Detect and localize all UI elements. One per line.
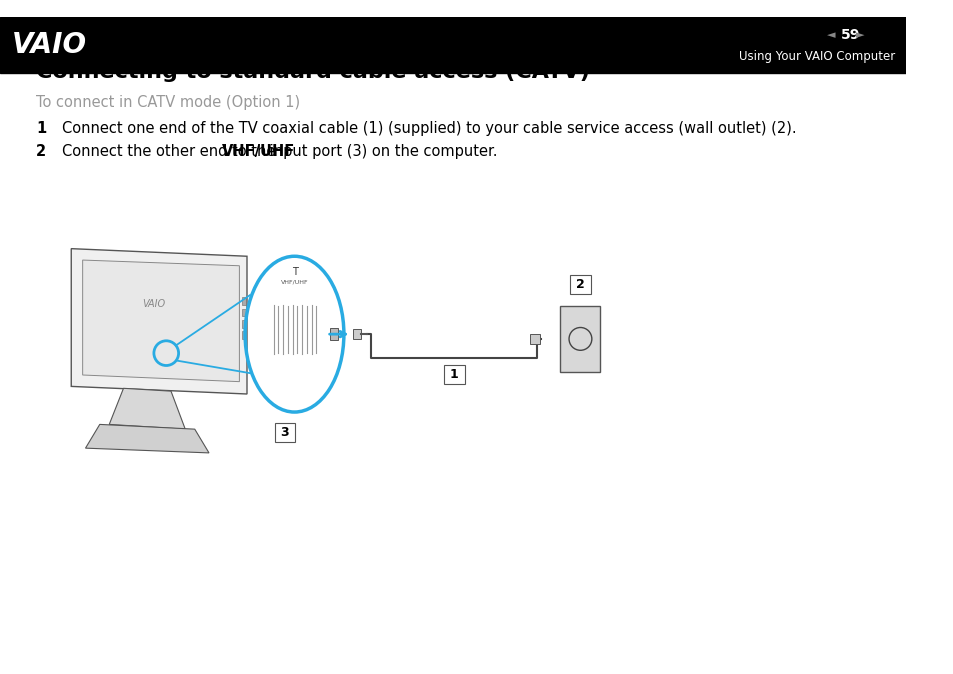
Polygon shape [83, 260, 239, 381]
Polygon shape [86, 425, 209, 453]
Bar [569, 275, 590, 295]
Bar [530, 334, 539, 344]
Text: ►: ► [855, 30, 863, 40]
Bar [242, 297, 246, 305]
Text: Using Your VAIO Computer: Using Your VAIO Computer [738, 50, 894, 63]
Text: VHF/UHF: VHF/UHF [221, 144, 294, 159]
Text: 1: 1 [36, 121, 47, 135]
Polygon shape [110, 388, 185, 429]
Text: input port (3) on the computer.: input port (3) on the computer. [265, 144, 497, 159]
Text: Connecting to standard cable access (CATV): Connecting to standard cable access (CAT… [36, 63, 589, 82]
Text: 1: 1 [449, 367, 458, 381]
Bar [443, 365, 464, 384]
Text: 59: 59 [840, 28, 860, 42]
Text: VAIO: VAIO [142, 299, 165, 309]
Text: ◄: ◄ [825, 30, 834, 40]
Text: 2: 2 [36, 144, 46, 159]
Text: VAIO: VAIO [11, 31, 87, 59]
Bar [242, 320, 246, 328]
Bar [242, 309, 246, 316]
Text: Connect one end of the TV coaxial cable (1) (supplied) to your cable service acc: Connect one end of the TV coaxial cable … [62, 121, 796, 135]
Text: T: T [292, 268, 297, 278]
Text: To connect in CATV mode (Option 1): To connect in CATV mode (Option 1) [36, 95, 300, 110]
Text: VHF/UHF: VHF/UHF [280, 280, 308, 284]
Text: 3: 3 [280, 427, 289, 439]
Bar [353, 330, 360, 339]
Text: 2: 2 [576, 278, 584, 291]
Bar [0, 17, 905, 73]
Bar [330, 328, 338, 340]
Bar [560, 305, 599, 372]
Bar [274, 423, 295, 442]
Text: Connect the other end to the: Connect the other end to the [62, 144, 279, 159]
Bar [242, 332, 246, 339]
Polygon shape [71, 249, 247, 394]
